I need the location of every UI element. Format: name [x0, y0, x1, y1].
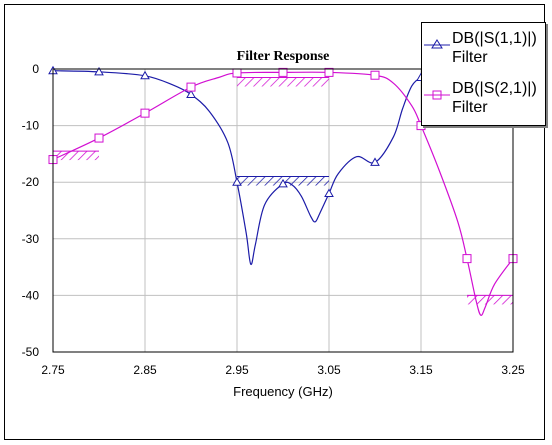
triangle-point: [140, 70, 150, 80]
square-point: [140, 108, 150, 118]
square-point: [232, 68, 242, 78]
square-point: [370, 70, 380, 80]
y-tick-label: -20: [22, 175, 40, 189]
goal-hatch: [467, 295, 513, 305]
x-tick-label: 2.85: [133, 363, 157, 377]
legend-label-s21: DB(|S(2,1)|): [452, 80, 537, 97]
triangle-point: [324, 188, 334, 198]
square-point: [94, 133, 104, 143]
legend-item-s21: DB(|S(2,1)|) Filter: [422, 79, 547, 123]
x-tick-label: 2.95: [225, 363, 249, 377]
goal-hatch: [53, 151, 99, 161]
triangle-point: [370, 157, 380, 166]
legend-label-s11: DB(|S(1,1)|): [452, 30, 537, 47]
x-tick-label: 2.75: [41, 363, 65, 377]
square-point: [278, 67, 288, 77]
legend-item-s11: DB(|S(1,1)|) Filter: [422, 29, 547, 73]
x-axis-label: Frequency (GHz): [233, 384, 333, 399]
y-tick-label: -30: [22, 232, 40, 246]
x-tick-label: 3.15: [409, 363, 433, 377]
y-tick-label: 0: [32, 62, 39, 76]
goal-hatch: [237, 77, 329, 87]
x-tick-label: 3.25: [501, 363, 525, 377]
triangle-point: [278, 178, 288, 188]
plot-border: [52, 68, 514, 353]
y-tick-labels: 0 -10 -20 -30 -40 -50: [22, 62, 40, 359]
square-marker-icon: [424, 90, 450, 100]
triangle-marker-icon: [424, 39, 450, 49]
legend-sublabel-s21: Filter: [452, 99, 488, 116]
triangle-point: [94, 66, 104, 76]
triangle-point: [232, 177, 242, 186]
legend-sublabel-s11: Filter: [452, 49, 488, 66]
chart-title: Filter Response: [237, 49, 330, 64]
square-point: [324, 67, 334, 77]
triangle-point: [186, 89, 196, 98]
legend: DB(|S(1,1)|) Filter DB(|S(2,1)|) Filter: [421, 22, 546, 126]
x-tick-label: 3.05: [317, 363, 341, 377]
y-tick-label: -40: [22, 288, 40, 302]
y-tick-label: -50: [22, 345, 40, 359]
x-tick-labels: 2.75 2.85 2.95 3.05 3.15 3.25: [41, 363, 525, 377]
y-tick-label: -10: [22, 119, 40, 133]
square-point: [462, 254, 472, 264]
square-point: [186, 82, 196, 92]
series-line-s11: [53, 70, 449, 265]
